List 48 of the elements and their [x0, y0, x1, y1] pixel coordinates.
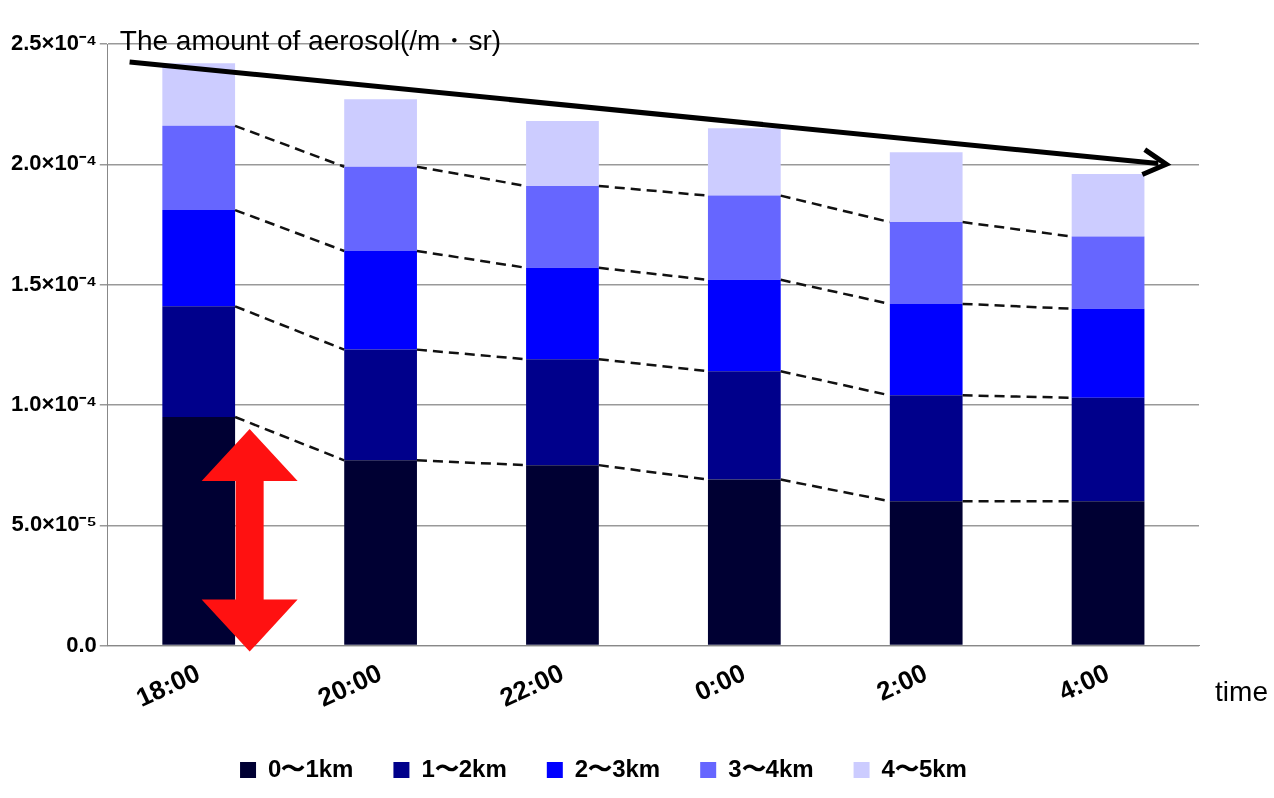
x-axis-title: time: [1215, 676, 1268, 708]
x-tick-label: 0:00: [690, 657, 750, 707]
bar: [526, 185, 599, 268]
bar: [1071, 236, 1145, 309]
x-tick-label: 20:00: [313, 657, 387, 713]
bar: [162, 125, 236, 211]
x-tick-label: 18:00: [131, 657, 205, 713]
y-tick-label: 1.0×10⁻⁴: [10, 391, 97, 417]
legend-label: 3〜4km: [728, 754, 814, 782]
y-tick-label: 0.0: [66, 631, 97, 657]
bar: [162, 306, 236, 417]
y-tick-label: 5.0×10⁻⁵: [11, 511, 97, 537]
bar: [1071, 173, 1145, 237]
bar: [707, 279, 781, 372]
x-tick-label: 2:00: [871, 657, 932, 707]
bar: [526, 121, 599, 186]
bar: [1071, 501, 1145, 645]
legend-label: 0〜1km: [268, 754, 354, 782]
bar: [707, 128, 781, 196]
bar: [344, 460, 417, 645]
bar: [526, 359, 599, 466]
bar: [344, 166, 417, 251]
bar: [707, 371, 781, 480]
bar: [707, 195, 781, 280]
chart-title: The amount of aerosol(/m・sr): [119, 24, 502, 56]
bar: [344, 349, 417, 461]
legend-label: 2〜3km: [574, 754, 661, 782]
x-tick-label: 4:00: [1053, 657, 1114, 707]
bar: [889, 501, 963, 645]
bar: [344, 99, 417, 167]
y-tick-label: 1.5×10⁻⁴: [10, 270, 97, 296]
legend-label: 1〜2km: [421, 754, 507, 782]
bar: [889, 222, 963, 304]
legend-label: 4〜5km: [881, 754, 967, 782]
bar: [526, 267, 599, 360]
bar: [889, 152, 963, 223]
y-tick-label: 2.0×10⁻⁴: [10, 150, 97, 176]
y-tick-label: 2.5×10⁻⁴: [10, 30, 97, 56]
bar: [889, 303, 963, 396]
bar: [1071, 397, 1145, 502]
bar: [162, 210, 236, 307]
bar: [707, 479, 781, 645]
bar: [1071, 308, 1145, 398]
bar: [162, 63, 236, 126]
bar: [526, 465, 599, 645]
bar: [344, 250, 417, 350]
bar: [889, 395, 963, 502]
x-tick-label: 22:00: [495, 657, 569, 713]
